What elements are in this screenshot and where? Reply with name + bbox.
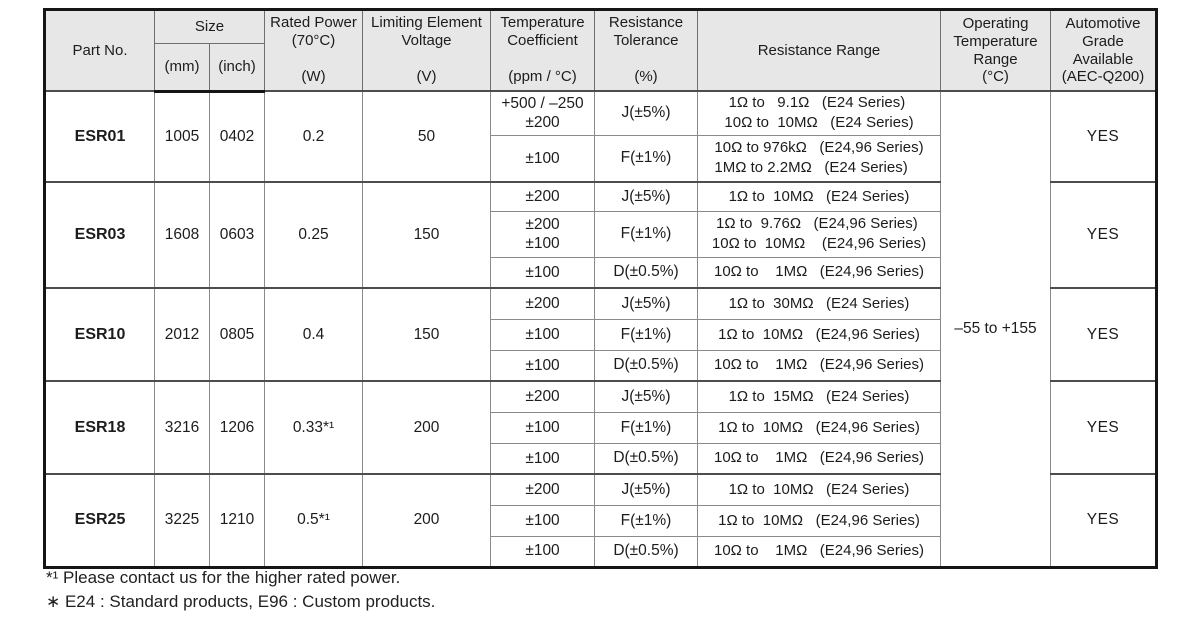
voltage-cell: 200 (362, 473, 491, 568)
header-resistance-tolerance: Resistance Tolerance (%) (594, 9, 698, 92)
voltage-cell: 150 (362, 181, 491, 289)
tolerance-cell: J(±5%) (594, 287, 698, 320)
temp-coeff-cell: ±100 (490, 504, 595, 537)
tolerance-cell: D(±0.5%) (594, 256, 698, 289)
voltage-cell: 50 (362, 90, 491, 183)
header-size: Size (154, 9, 265, 44)
table-row: ±100 D(±0.5%) 10Ω to 1MΩ (E24,96 Series) (45, 256, 1157, 289)
table-row: ESR18 3216 1206 0.33*¹ 200 ±200 J(±5%) 1… (44, 380, 1157, 475)
table-row: ±100 F(±1%) 10Ω to 976kΩ (E24,96 Series)… (45, 134, 1157, 183)
range-cell: 1Ω to 10MΩ (E24,96 Series) (697, 318, 941, 351)
range-cell: 10Ω to 1MΩ (E24,96 Series) (697, 535, 941, 568)
tolerance-cell: F(±1%) (594, 504, 698, 537)
table-row: ±100 F(±1%) 1Ω to 10MΩ (E24,96 Series) (45, 504, 1157, 537)
power-cell: 0.5*¹ (264, 473, 363, 568)
header-part-no: Part No. (44, 9, 155, 92)
header-operating-temp: Operating Temperature Range (°C) (940, 9, 1051, 92)
part-cell: ESR18 (44, 380, 155, 475)
size-mm-cell: 3225 (154, 473, 210, 568)
temp-coeff-cell: ±100 (490, 318, 595, 351)
part-cell: ESR03 (44, 181, 155, 289)
tolerance-cell: F(±1%) (594, 134, 698, 183)
header-rated-power: Rated Power (70°C) (W) (264, 9, 363, 92)
power-cell: 0.25 (264, 181, 363, 289)
spec-table: Part No. Size Rated Power (70°C) (W) Limi… (43, 8, 1158, 569)
header-temp-coefficient: Temperature Coefficient (ppm / °C) (490, 9, 595, 92)
header-automotive-grade: Automotive Grade Available (AEC-Q200) (1050, 9, 1157, 92)
range-cell: 10Ω to 1MΩ (E24,96 Series) (697, 256, 941, 289)
header-size-inch: (inch) (209, 42, 265, 93)
range-cell: 10Ω to 1MΩ (E24,96 Series) (697, 349, 941, 382)
range-cell: 1Ω to 15MΩ (E24 Series) (697, 380, 941, 413)
table-row: ±100 D(±0.5%) 10Ω to 1MΩ (E24,96 Series) (45, 535, 1157, 568)
tolerance-cell: F(±1%) (594, 318, 698, 351)
temp-coeff-cell: ±100 (490, 349, 595, 382)
temp-coeff-cell: ±100 (490, 134, 595, 183)
range-cell: 1Ω to 10MΩ (E24,96 Series) (697, 411, 941, 444)
size-mm-cell: 3216 (154, 380, 210, 475)
range-cell: 1Ω to 30MΩ (E24 Series) (697, 287, 941, 320)
header-size-mm: (mm) (154, 42, 210, 93)
size-inch-cell: 0805 (209, 287, 265, 382)
power-cell: 0.4 (264, 287, 363, 382)
table-row: ESR01 1005 0402 0.2 50 +500 / –250 ±200 … (44, 90, 1157, 568)
temp-coeff-cell: ±200 (490, 380, 595, 413)
footnote-rated-power: *¹ Please contact us for the higher rate… (46, 568, 401, 587)
temp-coeff-cell: ±200 (490, 287, 595, 320)
footnote-series: ∗ E24 : Standard products, E96 : Custom … (46, 592, 436, 612)
temp-coeff-cell: +500 / –250 ±200 (490, 90, 595, 136)
temp-coeff-cell: ±200 (490, 473, 595, 506)
table-row: ±200 ±100 F(±1%) 1Ω to 9.76Ω (E24,96 Ser… (45, 210, 1157, 258)
automotive-cell: YES (1050, 90, 1157, 183)
footnotes: *¹ Please contact us for the higher rate… (46, 566, 435, 614)
power-cell: 0.33*¹ (264, 380, 363, 475)
size-mm-cell: 1608 (154, 181, 210, 289)
range-cell: 1Ω to 10MΩ (E24,96 Series) (697, 504, 941, 537)
temp-coeff-cell: ±100 (490, 442, 595, 475)
range-cell: 10Ω to 976kΩ (E24,96 Series) 1MΩ to 2.2M… (697, 134, 941, 183)
range-cell: 1Ω to 10MΩ (E24 Series) (697, 181, 941, 212)
tolerance-cell: J(±5%) (594, 473, 698, 506)
temp-coeff-cell: ±100 (490, 535, 595, 568)
temp-coeff-cell: ±200 ±100 (490, 210, 595, 258)
range-cell: 1Ω to 10MΩ (E24 Series) (697, 473, 941, 506)
tolerance-cell: F(±1%) (594, 210, 698, 258)
temp-coeff-cell: ±200 (490, 181, 595, 212)
tolerance-cell: D(±0.5%) (594, 349, 698, 382)
automotive-cell: YES (1050, 380, 1157, 475)
tolerance-cell: D(±0.5%) (594, 535, 698, 568)
automotive-cell: YES (1050, 181, 1157, 289)
tolerance-cell: J(±5%) (594, 181, 698, 212)
table-row: ESR03 1608 0603 0.25 150 ±200 J(±5%) 1Ω … (44, 181, 1157, 289)
optemp-cell: –55 to +155 (940, 90, 1051, 568)
tolerance-cell: J(±5%) (594, 380, 698, 413)
size-inch-cell: 1206 (209, 380, 265, 475)
table-row: ESR25 3225 1210 0.5*¹ 200 ±200 J(±5%) 1Ω… (44, 473, 1157, 568)
size-inch-cell: 0402 (209, 90, 265, 183)
header-limiting-voltage: Limiting Element Voltage (V) (362, 9, 491, 92)
tolerance-cell: J(±5%) (594, 90, 698, 136)
temp-coeff-cell: ±100 (490, 256, 595, 289)
automotive-cell: YES (1050, 287, 1157, 382)
part-cell: ESR25 (44, 473, 155, 568)
tolerance-cell: D(±0.5%) (594, 442, 698, 475)
part-cell: ESR10 (44, 287, 155, 382)
automotive-cell: YES (1050, 473, 1157, 568)
size-mm-cell: 2012 (154, 287, 210, 382)
range-cell: 1Ω to 9.76Ω (E24,96 Series) 10Ω to 10MΩ … (697, 210, 941, 258)
size-inch-cell: 1210 (209, 473, 265, 568)
part-cell: ESR01 (44, 90, 155, 183)
size-inch-cell: 0603 (209, 181, 265, 289)
table-header: Part No. Size Rated Power (70°C) (W) Limi… (44, 9, 1157, 93)
temp-coeff-cell: ±100 (490, 411, 595, 444)
power-cell: 0.2 (264, 90, 363, 183)
voltage-cell: 150 (362, 287, 491, 382)
range-cell: 1Ω to 9.1Ω (E24 Series) 10Ω to 10MΩ (E24… (697, 90, 941, 136)
range-cell: 10Ω to 1MΩ (E24,96 Series) (697, 442, 941, 475)
size-mm-cell: 1005 (154, 90, 210, 183)
voltage-cell: 200 (362, 380, 491, 475)
tolerance-cell: F(±1%) (594, 411, 698, 444)
header-resistance-range: Resistance Range (697, 9, 941, 92)
